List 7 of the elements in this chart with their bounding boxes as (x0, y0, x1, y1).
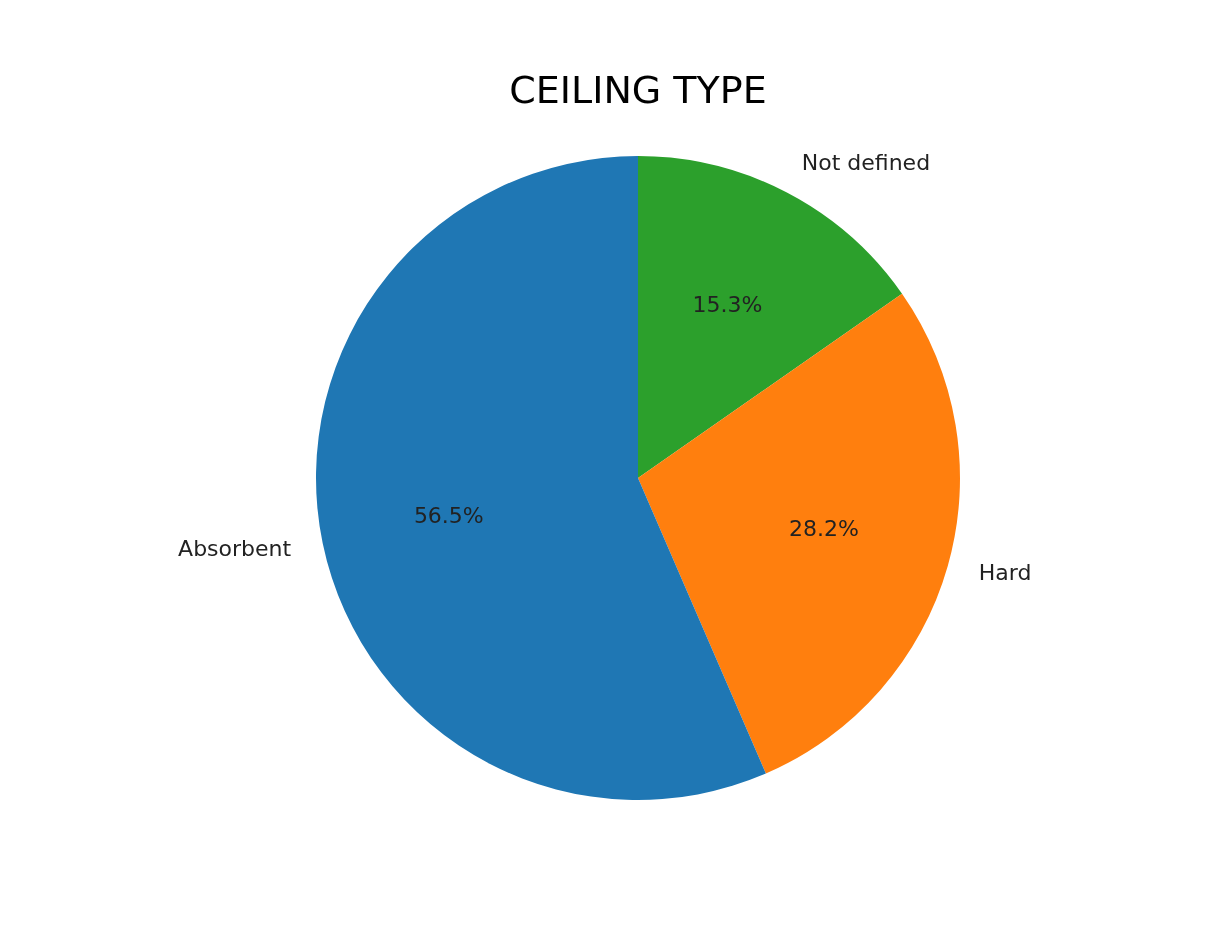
slice-label: Not defined (801, 149, 931, 175)
data-label: 28.2% (788, 516, 859, 542)
slice-label: Hard (978, 560, 1032, 586)
slice-label: Absorbent (178, 535, 292, 561)
chart-title: CEILING TYPE (509, 67, 767, 112)
data-label: 15.3% (692, 292, 763, 318)
data-label: 56.5% (413, 502, 484, 528)
